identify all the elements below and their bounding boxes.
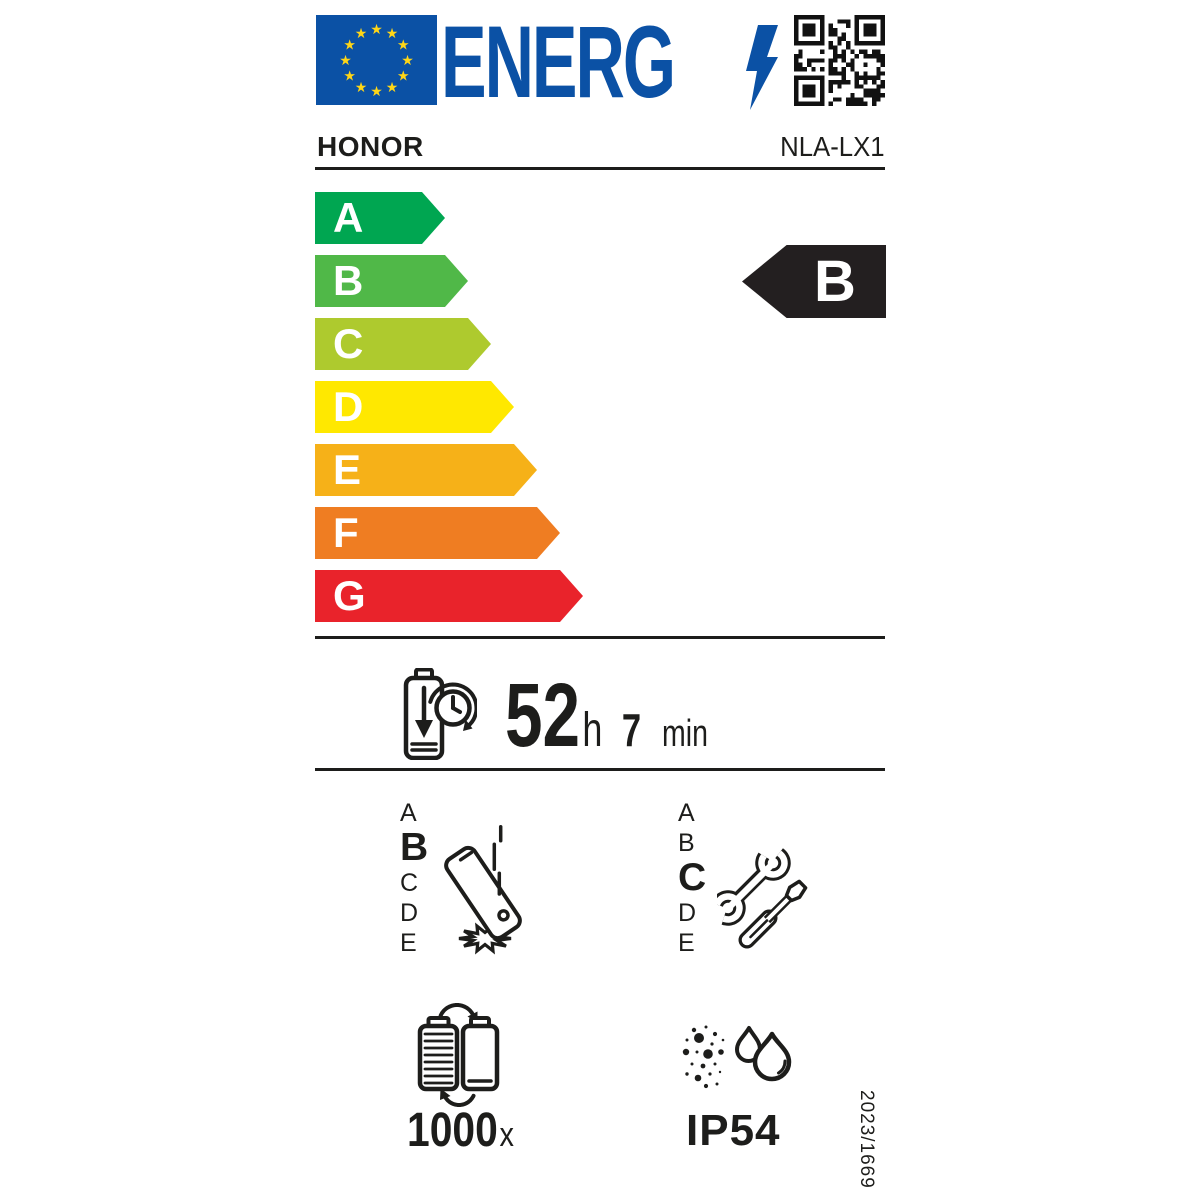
svg-text:★: ★ (370, 22, 383, 38)
energy-class-row-d: D (315, 381, 514, 433)
svg-text:★: ★ (386, 26, 399, 42)
lightning-bolt-icon (746, 25, 778, 110)
energy-class-letter: A (333, 194, 364, 241)
supplier-name: HONOR (317, 131, 424, 162)
repair-tools-icon (717, 848, 808, 949)
endurance-minutes-unit: min (662, 713, 708, 755)
regulation-number: 2023/1669 (856, 1090, 877, 1189)
energy-class-letter: F (333, 509, 359, 556)
svg-text:★: ★ (397, 38, 410, 54)
svg-text:★: ★ (386, 80, 399, 96)
svg-text:★: ★ (355, 80, 368, 96)
scale-letter: B (400, 826, 429, 869)
energy-class-scale: A B C D E F G (315, 192, 583, 633)
scale-letter: D (678, 899, 697, 927)
endurance-hours-unit: h (582, 704, 603, 757)
endurance-hours: 52 (505, 666, 581, 766)
energy-class-row-f: F (315, 507, 560, 559)
energy-class-row-g: G (315, 570, 583, 622)
endurance-minutes: 7 (621, 704, 642, 756)
battery-clock-icon (403, 668, 477, 760)
svg-text:★: ★ (397, 69, 410, 85)
eu-energy-label: ★ ★ ★ ★ ★ ★ ★ ★ ★ ★ ★ ★ ENERG HONOR NLA-LX1 A B C D (315, 0, 886, 1200)
energy-class-letter: D (333, 383, 364, 430)
svg-text:★: ★ (343, 69, 356, 85)
battery-endurance-value: 52 h 7 min (505, 670, 708, 762)
rating-indicator: B (742, 245, 886, 318)
divider (315, 167, 885, 170)
energy-class-row-e: E (315, 444, 537, 496)
divider (315, 768, 885, 771)
scale-letter: C (678, 856, 707, 899)
dust-water-icon (682, 1025, 792, 1089)
rating-letter: B (814, 249, 856, 314)
energy-class-letter: E (333, 446, 362, 493)
energy-class-letter: G (333, 572, 366, 619)
scale-letter: A (678, 799, 695, 827)
energy-logo-text: ENERG (441, 5, 676, 119)
drop-reliability-scale: A B C D E (400, 798, 444, 958)
scale-letter: A (400, 799, 417, 827)
scale-letter: C (400, 869, 419, 897)
qr-code (794, 15, 885, 106)
divider (315, 636, 885, 639)
model-identifier: NLA-LX1 (780, 131, 885, 162)
falling-phone-icon (444, 824, 522, 955)
ingress-protection-rating: IP54 (686, 1106, 781, 1155)
svg-text:★: ★ (339, 53, 352, 69)
scale-letter: D (400, 899, 419, 927)
scale-letter: E (400, 929, 417, 957)
energy-class-row-c: C (315, 318, 491, 370)
energy-class-row-b: B (315, 255, 468, 307)
eu-flag-icon: ★ ★★★★★★★★★★★ (316, 15, 437, 105)
svg-text:★: ★ (343, 38, 356, 54)
svg-text:★: ★ (401, 53, 414, 69)
energy-class-letter: C (333, 320, 364, 367)
cycles-unit: x (499, 1116, 514, 1154)
repairability-scale: A B C D E (678, 798, 722, 958)
energy-class-row-a: A (315, 192, 445, 244)
battery-recycle-icon (417, 1003, 500, 1107)
scale-letter: E (678, 929, 695, 957)
cycles-number: 1000 (407, 1104, 498, 1157)
energy-class-letter: B (333, 257, 364, 304)
scale-letter: B (678, 829, 695, 857)
svg-text:★: ★ (355, 26, 368, 42)
svg-text:★: ★ (370, 84, 383, 100)
battery-cycles-value: 1000 x (407, 1103, 514, 1158)
